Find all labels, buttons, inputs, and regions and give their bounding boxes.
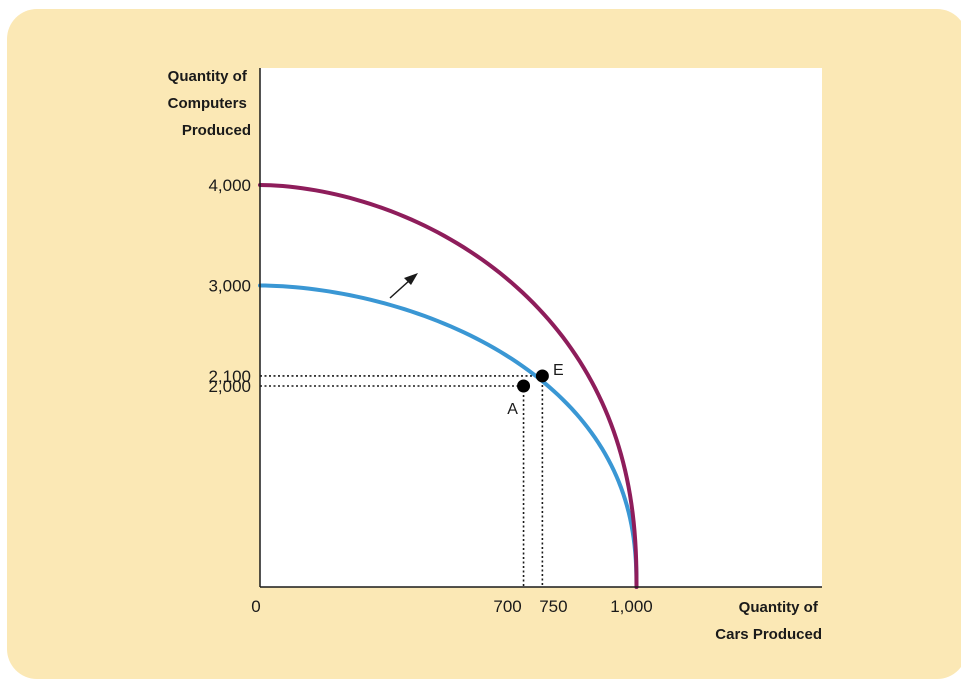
original-frontier-curve <box>258 283 639 589</box>
x-tick-label: 750 <box>539 597 567 616</box>
shift-arrow-head <box>404 273 418 285</box>
y-axis-title: Quantity of Computers Produced <box>168 68 251 139</box>
plot-area <box>260 68 822 587</box>
x-axis-title-line-1: Quantity of <box>739 599 819 616</box>
y-axis-title-line-2: Computers <box>168 95 247 112</box>
point-a <box>517 379 531 393</box>
guide-lines <box>260 375 544 587</box>
frontier-curves <box>258 183 639 589</box>
x-axis-title-line-2: Cars Produced <box>715 626 822 643</box>
labeled-points: AE <box>507 362 563 418</box>
y-axis-title-line-3: Produced <box>182 122 251 139</box>
y-tick-label: 4,000 <box>208 176 251 195</box>
x-axis-title: Quantity of Cars Produced <box>715 599 822 643</box>
origin-label: 0 <box>251 597 260 616</box>
y-tick-label: 2,100 <box>208 367 251 386</box>
x-tick-label: 700 <box>493 597 521 616</box>
y-tick-label: 2,000 <box>208 377 251 396</box>
x-tick-label: 1,000 <box>610 597 653 616</box>
point-e <box>535 369 549 383</box>
shifted-frontier-curve <box>258 183 639 589</box>
y-axis-title-line-1: Quantity of <box>168 68 248 85</box>
shift-arrow <box>389 273 418 299</box>
y-tick-label: 3,000 <box>208 277 251 296</box>
point-label-e: E <box>553 362 564 379</box>
point-label-a: A <box>507 401 518 418</box>
shift-arrow-shaft <box>389 279 411 299</box>
